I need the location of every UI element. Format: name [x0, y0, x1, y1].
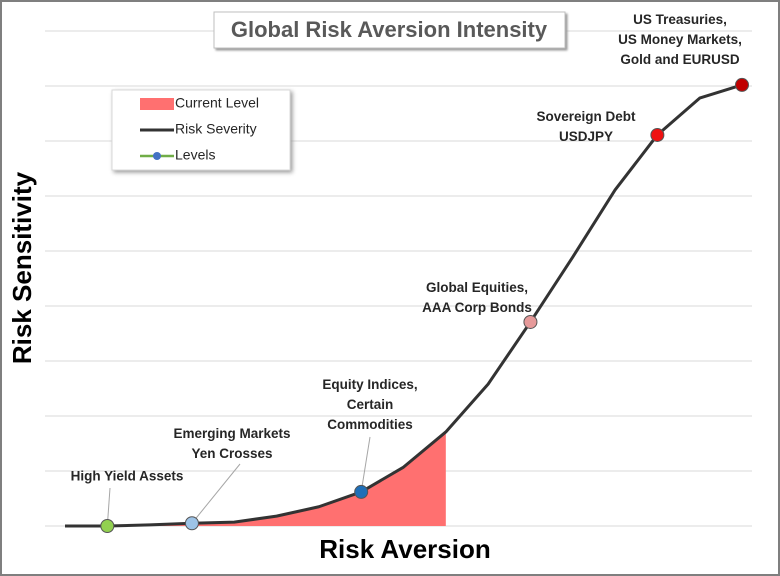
legend-label: Levels [175, 147, 215, 163]
legend-swatch [153, 152, 161, 160]
legend-swatch [140, 98, 174, 110]
legend: Current Level Risk Severity Levels [111, 89, 291, 171]
plot: High Yield Assets Emerging Markets Yen Cro… [65, 12, 749, 533]
leader-line [191, 463, 241, 524]
legend-label: Risk Severity [175, 121, 257, 137]
level-label: Sovereign Debt USDJPY [536, 109, 636, 144]
legend-label: Current Level [175, 95, 259, 111]
title-box [213, 11, 566, 49]
level-marker [354, 484, 369, 499]
current-level-area [65, 431, 446, 526]
level-label: US Treasuries, US Money Markets, Gold and … [618, 12, 742, 67]
leader-line [360, 436, 371, 492]
level-marker [650, 127, 665, 142]
level-marker [184, 516, 199, 531]
chart-title: Global Risk Aversion Intensity [231, 17, 548, 42]
x-axis-title: Risk Aversion [319, 534, 490, 564]
level-label: Emerging Markets Yen Crosses [173, 426, 290, 461]
risk-line [65, 83, 743, 528]
level-marker [735, 77, 749, 92]
level-label: Equity Indices, Certain Commodities [322, 377, 417, 432]
level-label: High Yield Assets [71, 469, 184, 484]
level-marker [100, 519, 115, 533]
y-axis-title: Risk Sensitivity [7, 171, 37, 364]
level-label: Global Equities, AAA Corp Bonds [422, 280, 532, 315]
level-marker [523, 314, 538, 329]
